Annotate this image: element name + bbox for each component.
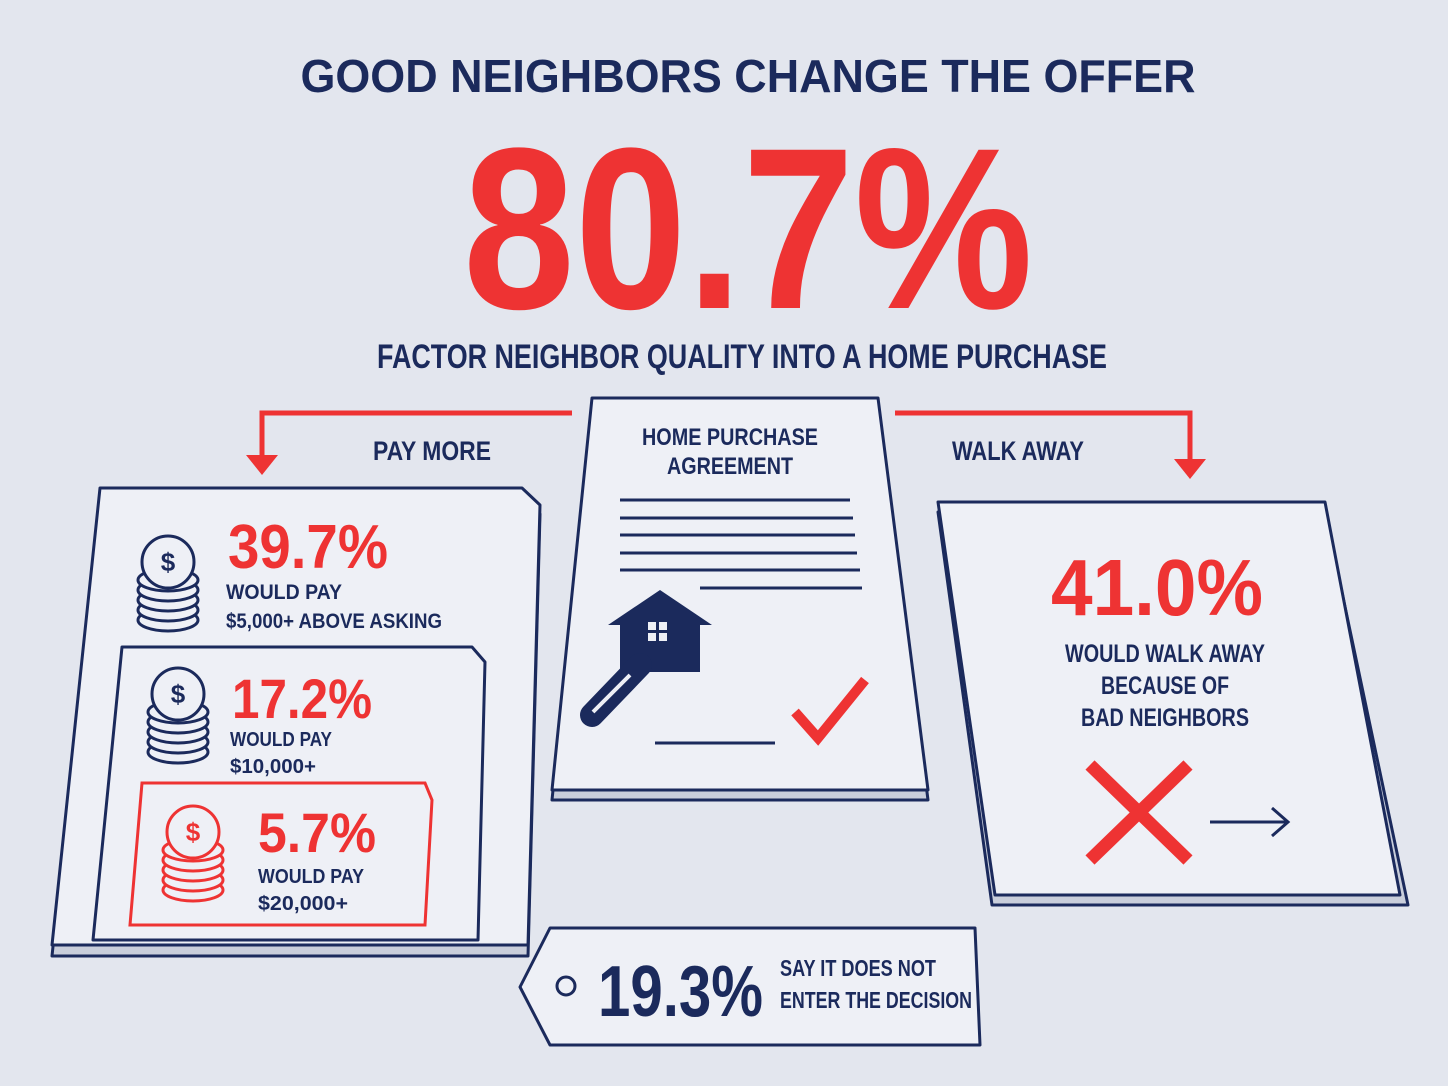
coin-icon xyxy=(146,666,210,765)
stat: 41.0% xyxy=(1051,543,1263,632)
coin-icon xyxy=(136,534,200,633)
stat-text: $10,000+ xyxy=(230,756,316,778)
document-title: HOME PURCHASE xyxy=(642,424,818,451)
tag-stat: 19.3% xyxy=(598,952,763,1032)
tag xyxy=(518,926,982,1047)
stat-text: WOULD PAY xyxy=(258,866,365,888)
stat-text: BAD NEIGHBORS xyxy=(1081,704,1249,732)
stat: 17.2% xyxy=(232,667,372,730)
document-title: AGREEMENT xyxy=(667,453,793,480)
branch-label: PAY MORE xyxy=(373,436,491,466)
stat-text: $20,000+ xyxy=(258,893,348,915)
tag-text: SAY IT DOES NOT xyxy=(780,955,936,981)
stat-text: WOULD WALK AWAY xyxy=(1065,640,1265,668)
x-mark xyxy=(1085,760,1193,865)
house-key-icon xyxy=(580,590,712,727)
tag-hole xyxy=(555,975,577,997)
arrowhead xyxy=(1174,459,1206,479)
tag-text: ENTER THE DECISION xyxy=(780,987,972,1013)
checkmark xyxy=(791,676,869,746)
document-lines xyxy=(620,498,862,745)
exit-arrow xyxy=(1210,806,1291,838)
stat-text: BECAUSE OF xyxy=(1101,672,1229,700)
arrowhead xyxy=(246,455,278,475)
title: GOOD NEIGHBORS CHANGE THE OFFER xyxy=(301,50,1196,102)
stat-text: WOULD PAY xyxy=(226,581,342,604)
document xyxy=(550,396,930,792)
headline-caption: FACTOR NEIGHBOR QUALITY INTO A HOME PURC… xyxy=(377,338,1107,376)
coin-icon xyxy=(161,804,225,903)
walk-away-panel xyxy=(936,500,1402,897)
stat-text: WOULD PAY xyxy=(230,729,333,751)
branch-label: WALK AWAY xyxy=(952,436,1084,466)
stat: 5.7% xyxy=(258,801,376,864)
branch-arrows xyxy=(259,410,1193,462)
headline-stat: 80.7% xyxy=(463,100,1033,357)
stat: 39.7% xyxy=(228,513,388,582)
stat-text: $5,000+ ABOVE ASKING xyxy=(226,610,442,633)
